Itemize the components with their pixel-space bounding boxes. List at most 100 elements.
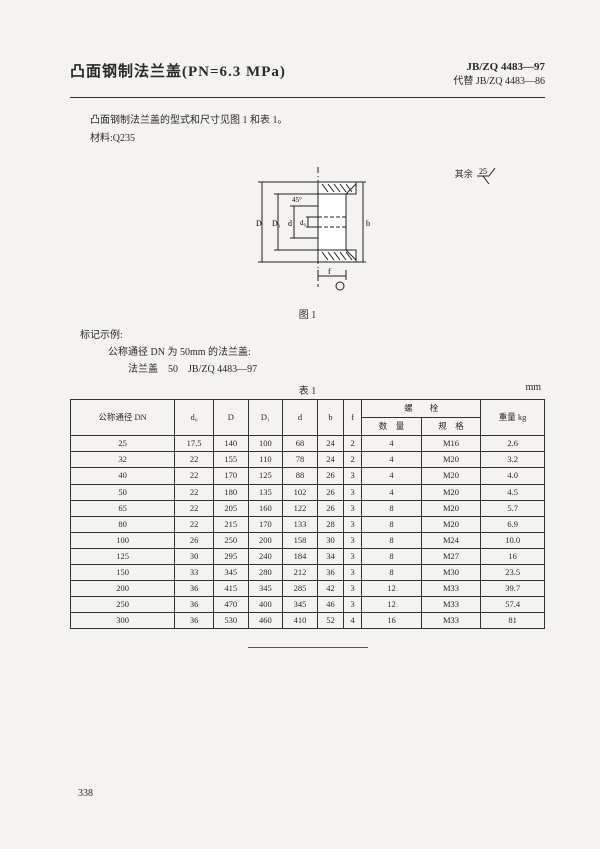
table-cell: 180 xyxy=(213,484,248,500)
table-cell: 3 xyxy=(344,532,362,548)
table-cell: 68 xyxy=(283,436,318,452)
table-cell: 88 xyxy=(283,468,318,484)
footer-divider xyxy=(248,647,368,648)
table-cell: 34 xyxy=(317,548,343,564)
table-row: 80222151701332838M206.9 xyxy=(71,516,545,532)
table-cell: 30 xyxy=(175,548,214,564)
table-cell: 6.9 xyxy=(481,516,545,532)
th-dn: 公称通径 DN xyxy=(71,400,175,436)
table-cell: 46 xyxy=(317,596,343,612)
table-cell: 4 xyxy=(362,436,422,452)
table-cell: 26 xyxy=(175,532,214,548)
page-number: 338 xyxy=(78,788,93,799)
table-cell: 300 xyxy=(71,612,175,628)
table-cell: 133 xyxy=(283,516,318,532)
table-cell: 57.4 xyxy=(481,596,545,612)
table-cell: 158 xyxy=(283,532,318,548)
dim-angle: 45° xyxy=(292,196,302,204)
table-cell: 470 xyxy=(213,596,248,612)
table-cell: 170 xyxy=(213,468,248,484)
table-cell: 212 xyxy=(283,564,318,580)
table-cell: 22 xyxy=(175,484,214,500)
table-cell: 345 xyxy=(248,580,283,596)
table-cell: M30 xyxy=(421,564,481,580)
table-cell: M33 xyxy=(421,612,481,628)
table-row: 150333452802123638M3023.5 xyxy=(71,564,545,580)
standard-code-block: JB/ZQ 4483—97 代替 JB/ZQ 4483—86 xyxy=(453,60,545,89)
table-cell: 100 xyxy=(248,436,283,452)
dim-b: b xyxy=(366,219,370,228)
table-cell: M20 xyxy=(421,500,481,516)
table-cell: 2 xyxy=(344,452,362,468)
dim-D: D xyxy=(256,219,262,228)
table-cell: 30 xyxy=(317,532,343,548)
table-cell: M33 xyxy=(421,596,481,612)
table-cell: 345 xyxy=(283,596,318,612)
table-cell: M20 xyxy=(421,516,481,532)
table-cell: 52 xyxy=(317,612,343,628)
table-cell: 285 xyxy=(283,580,318,596)
svg-text:25: 25 xyxy=(479,167,487,176)
table-cell: 23.5 xyxy=(481,564,545,580)
table-cell: 140 xyxy=(213,436,248,452)
marking-line-1: 公称通径 DN 为 50mm 的法兰盖: xyxy=(108,344,545,361)
table-row: 100262502001583038M2410.0 xyxy=(71,532,545,548)
intro-line-2: 材料:Q235 xyxy=(90,130,545,148)
table-cell: 4 xyxy=(362,452,422,468)
table-cell: 102 xyxy=(283,484,318,500)
marking-head: 标记示例: xyxy=(80,327,545,344)
table-row: 3003653046041052416M3381 xyxy=(71,612,545,628)
table-cell: 8 xyxy=(362,516,422,532)
table-cell: 28 xyxy=(317,516,343,532)
table-cell: 26 xyxy=(317,468,343,484)
surface-label: 其余 xyxy=(455,169,473,179)
table-cell: 135 xyxy=(248,484,283,500)
table-cell: 16 xyxy=(481,548,545,564)
table-cell: 22 xyxy=(175,452,214,468)
th-D1: D₁ xyxy=(248,400,283,436)
th-weight: 重量 kg xyxy=(481,400,545,436)
th-D: D xyxy=(213,400,248,436)
table-cell: M20 xyxy=(421,484,481,500)
table-cell: 250 xyxy=(71,596,175,612)
table-cell: 4 xyxy=(362,484,422,500)
th-f: f xyxy=(344,400,362,436)
table-cell: 3 xyxy=(344,500,362,516)
table-cell: 460 xyxy=(248,612,283,628)
table-cell: 24 xyxy=(317,452,343,468)
table-cell: 36 xyxy=(175,580,214,596)
table-cell: 3.2 xyxy=(481,452,545,468)
table-head: 公称通径 DN d₀ D D₁ d b f 螺 栓 重量 kg 数 量 规 格 xyxy=(71,400,545,436)
document-title: 凸面钢制法兰盖(PN=6.3 MPa) xyxy=(70,60,286,81)
table-cell: 8 xyxy=(362,564,422,580)
table-cell: 3 xyxy=(344,468,362,484)
intro-line-1: 凸面钢制法兰盖的型式和尺寸见图 1 和表 1。 xyxy=(90,112,545,130)
figure-drawing: D D₁ d d₀ 45° b f xyxy=(228,162,388,295)
table-row: 3222155110782424M203.2 xyxy=(71,452,545,468)
table-cell: 36 xyxy=(317,564,343,580)
table-cell: 80 xyxy=(71,516,175,532)
table-cell: 125 xyxy=(248,468,283,484)
th-d0: d₀ xyxy=(175,400,214,436)
table-cell: M27 xyxy=(421,548,481,564)
table-cell: 65 xyxy=(71,500,175,516)
th-bolt: 螺 栓 xyxy=(362,400,481,418)
table-cell: 345 xyxy=(213,564,248,580)
table-cell: 40 xyxy=(71,468,175,484)
figure-block: D D₁ d d₀ 45° b f 其余 25 xyxy=(70,162,545,302)
table-caption-row: 表 1 mm xyxy=(70,382,545,397)
table-cell: 36 xyxy=(175,612,214,628)
table-cell: 8 xyxy=(362,548,422,564)
table-cell: 12 xyxy=(362,580,422,596)
table-cell: 110 xyxy=(248,452,283,468)
table-cell: 5.7 xyxy=(481,500,545,516)
table-cell: 100 xyxy=(71,532,175,548)
table-cell: 32 xyxy=(71,452,175,468)
table-cell: 26 xyxy=(317,484,343,500)
table-cell: 122 xyxy=(283,500,318,516)
th-d: d xyxy=(283,400,318,436)
table-cell: 415 xyxy=(213,580,248,596)
table-cell: 170 xyxy=(248,516,283,532)
table-cell: 400 xyxy=(248,596,283,612)
table-cell: 3 xyxy=(344,564,362,580)
